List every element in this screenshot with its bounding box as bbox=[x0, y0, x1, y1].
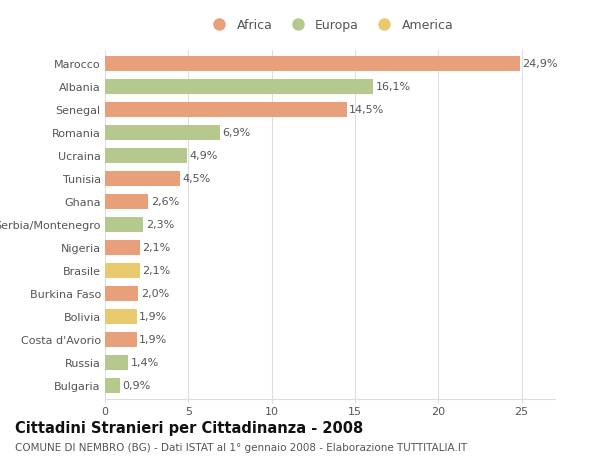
Bar bbox=[105, 241, 140, 255]
Bar bbox=[105, 80, 373, 95]
Text: COMUNE DI NEMBRO (BG) - Dati ISTAT al 1° gennaio 2008 - Elaborazione TUTTITALIA.: COMUNE DI NEMBRO (BG) - Dati ISTAT al 1°… bbox=[15, 442, 467, 452]
Text: 1,4%: 1,4% bbox=[131, 358, 159, 368]
Text: 1,9%: 1,9% bbox=[139, 312, 167, 322]
Legend: Africa, Europa, America: Africa, Europa, America bbox=[202, 14, 458, 37]
Bar bbox=[105, 263, 140, 278]
Bar bbox=[105, 172, 180, 186]
Bar bbox=[105, 126, 220, 140]
Text: 4,9%: 4,9% bbox=[189, 151, 218, 161]
Text: 2,0%: 2,0% bbox=[141, 289, 169, 299]
Bar bbox=[105, 57, 520, 72]
Text: 2,1%: 2,1% bbox=[143, 243, 171, 253]
Bar bbox=[105, 332, 137, 347]
Text: 6,9%: 6,9% bbox=[223, 128, 251, 138]
Bar bbox=[105, 103, 347, 118]
Bar bbox=[105, 378, 120, 393]
Text: 14,5%: 14,5% bbox=[349, 105, 385, 115]
Text: Cittadini Stranieri per Cittadinanza - 2008: Cittadini Stranieri per Cittadinanza - 2… bbox=[15, 420, 363, 435]
Bar bbox=[105, 286, 139, 301]
Text: 2,6%: 2,6% bbox=[151, 197, 179, 207]
Text: 1,9%: 1,9% bbox=[139, 335, 167, 345]
Text: 2,1%: 2,1% bbox=[143, 266, 171, 276]
Text: 0,9%: 0,9% bbox=[122, 381, 151, 391]
Text: 24,9%: 24,9% bbox=[523, 59, 558, 69]
Bar bbox=[105, 309, 137, 324]
Bar bbox=[105, 149, 187, 163]
Text: 2,3%: 2,3% bbox=[146, 220, 174, 230]
Text: 4,5%: 4,5% bbox=[182, 174, 211, 184]
Bar bbox=[105, 355, 128, 370]
Bar bbox=[105, 218, 143, 232]
Text: 16,1%: 16,1% bbox=[376, 82, 411, 92]
Bar bbox=[105, 195, 148, 209]
